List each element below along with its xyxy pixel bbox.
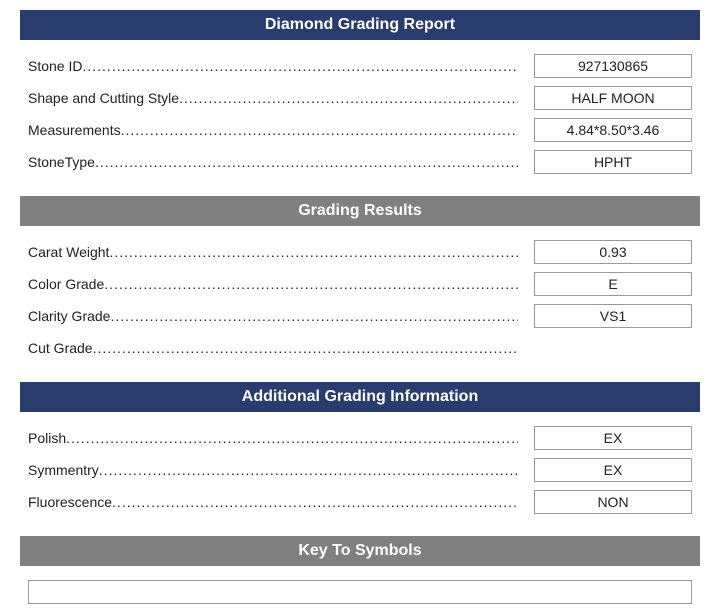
data-row: Measurements 4.84*8.50*3.46 [28,118,692,142]
row-label: Polish [28,430,518,446]
data-row: Cut Grade [28,336,692,360]
row-value: VS1 [534,304,692,328]
symbols-section-header: Key To Symbols [20,536,700,566]
report-rows: Stone ID 927130865 Shape and Cutting Sty… [20,54,700,196]
report-section-header: Diamond Grading Report [20,10,700,40]
row-label: StoneType [28,154,518,170]
grading-rows: Carat Weight 0.93 Color Grade E Clarity … [20,240,700,382]
data-row: Shape and Cutting Style HALF MOON [28,86,692,110]
additional-rows: Polish EX Symmentry EX Fluorescence NON [20,426,700,536]
data-row: Symmentry EX [28,458,692,482]
row-value: NON [534,490,692,514]
row-label: Symmentry [28,462,518,478]
data-row: Clarity Grade VS1 [28,304,692,328]
symbols-box [28,580,692,604]
row-value: EX [534,426,692,450]
row-value: HALF MOON [534,86,692,110]
data-row: Carat Weight 0.93 [28,240,692,264]
row-value: 0.93 [534,240,692,264]
row-label: Clarity Grade [28,308,518,324]
data-row: Fluorescence NON [28,490,692,514]
row-value: 927130865 [534,54,692,78]
row-label: Measurements [28,122,518,138]
row-label: Color Grade [28,276,518,292]
row-value: HPHT [534,150,692,174]
data-row: Polish EX [28,426,692,450]
data-row: Color Grade E [28,272,692,296]
data-row: Stone ID 927130865 [28,54,692,78]
row-label: Stone ID [28,58,518,74]
row-value: EX [534,458,692,482]
row-label: Fluorescence [28,494,518,510]
row-label: Shape and Cutting Style [28,90,518,106]
grading-section-header: Grading Results [20,196,700,226]
row-value-empty [534,336,692,360]
row-label: Carat Weight [28,244,518,260]
row-label: Cut Grade [28,340,518,356]
row-value: 4.84*8.50*3.46 [534,118,692,142]
additional-section-header: Additional Grading Information [20,382,700,412]
data-row: StoneType HPHT [28,150,692,174]
row-value: E [534,272,692,296]
